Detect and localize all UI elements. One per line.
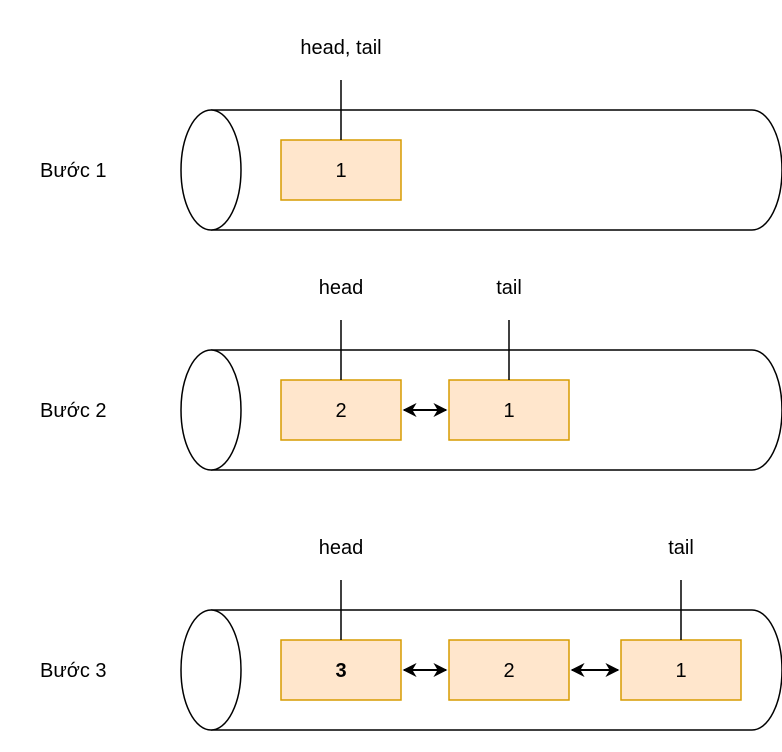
pointer-label: head: [319, 537, 364, 559]
node-value: 1: [675, 660, 686, 682]
step-row: Bước 3 3 2 1 head tail: [40, 537, 782, 731]
node-value: 2: [503, 660, 514, 682]
step-row: Bước 2 2 1 head tail: [40, 277, 782, 471]
node-box: [448, 639, 570, 701]
step-label: Bước 1: [40, 160, 107, 182]
node-value: 2: [335, 400, 346, 422]
pointer-label: tail: [668, 537, 694, 559]
node-value: 3: [335, 660, 346, 682]
node-value: 1: [335, 160, 346, 182]
pointer-label: tail: [496, 277, 522, 299]
node-value: 1: [503, 400, 514, 422]
node-box: [280, 139, 402, 201]
step-label: Bước 3: [40, 660, 107, 682]
tube-cap: [180, 109, 242, 231]
tube-cap: [180, 349, 242, 471]
pointer-label: head: [319, 277, 364, 299]
step-row: Bước 1 1 head, tail: [40, 37, 782, 231]
node-box: [448, 379, 570, 441]
node-box: [280, 639, 402, 701]
tube-cap: [180, 609, 242, 731]
pointer-label: head, tail: [300, 37, 381, 59]
node-box: [620, 639, 742, 701]
step-label: Bước 2: [40, 400, 107, 422]
